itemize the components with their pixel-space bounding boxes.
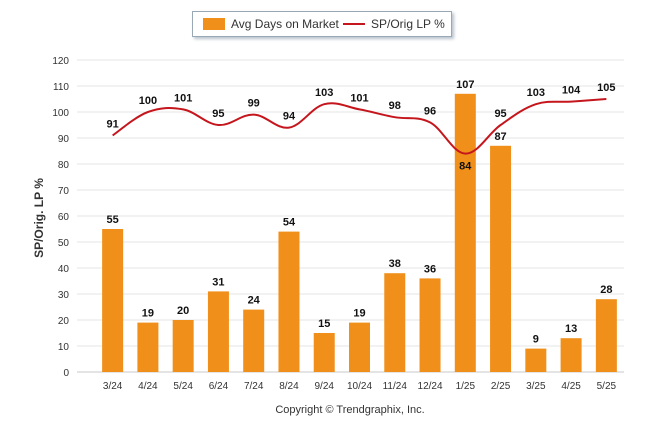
copyright-text: Copyright © Trendgraphix, Inc. <box>275 404 424 416</box>
bar <box>137 322 159 372</box>
bar <box>278 231 300 372</box>
bar <box>454 93 476 373</box>
x-tick-label: 2/25 <box>491 381 511 392</box>
line-value-label: 91 <box>107 118 119 130</box>
x-tick-label: 9/24 <box>314 381 334 392</box>
line-value-label: 100 <box>139 95 157 107</box>
legend-label-bars: Avg Days on Market <box>231 17 339 31</box>
x-tick-label: 5/25 <box>597 381 617 392</box>
bar <box>243 309 265 372</box>
y-tick-label: 0 <box>63 368 69 379</box>
bar-value-label: 20 <box>177 305 189 317</box>
y-tick-label: 100 <box>52 108 69 119</box>
line-value-label: 98 <box>389 100 401 112</box>
legend-label-line: SP/Orig LP % <box>371 17 445 31</box>
line-value-label: 105 <box>597 82 615 94</box>
bar-value-label: 87 <box>494 131 506 143</box>
y-tick-label: 50 <box>58 238 70 249</box>
bar-value-label: 36 <box>424 263 436 275</box>
line-value-label: 96 <box>424 105 436 117</box>
bar <box>560 338 582 372</box>
y-tick-label: 60 <box>58 212 70 223</box>
x-tick-label: 12/24 <box>418 381 443 392</box>
bar <box>172 320 194 372</box>
bar-value-label: 15 <box>318 318 330 330</box>
x-tick-label: 10/24 <box>347 381 372 392</box>
bar-value-label: 19 <box>353 308 365 320</box>
y-tick-label: 10 <box>58 342 70 353</box>
y-tick-label: 110 <box>53 82 69 93</box>
bar-series <box>102 93 617 373</box>
bar-value-label: 38 <box>389 258 401 270</box>
x-tick-label: 3/25 <box>526 381 546 392</box>
line-value-label: 104 <box>562 85 581 97</box>
bar <box>313 333 335 372</box>
legend-swatch-line <box>343 23 365 25</box>
line-value-label: 94 <box>283 111 296 123</box>
y-tick-label: 40 <box>58 264 70 275</box>
x-tick-label: 7/24 <box>244 381 264 392</box>
x-tick-label: 3/24 <box>103 381 123 392</box>
line-value-label: 95 <box>212 108 224 120</box>
y-tick-label: 70 <box>58 186 70 197</box>
chart-legend: Avg Days on Market SP/Orig LP % <box>192 11 452 37</box>
y-tick-label: 120 <box>52 56 69 67</box>
legend-swatch-bars <box>203 18 225 30</box>
bar-value-label: 107 <box>456 79 474 91</box>
line-value-label: 99 <box>248 98 260 110</box>
y-tick-label: 30 <box>58 290 70 301</box>
x-tick-label: 4/25 <box>561 381 581 392</box>
y-axis-label: SP/Orig. LP % <box>32 178 46 258</box>
bar-value-label: 24 <box>248 295 261 307</box>
bar-value-label: 28 <box>600 284 612 296</box>
series-line <box>112 98 607 155</box>
bar <box>419 278 441 372</box>
bar <box>384 273 406 372</box>
x-tick-label: 6/24 <box>209 381 229 392</box>
line-value-label: 101 <box>350 92 368 104</box>
bar-value-label: 13 <box>565 323 577 335</box>
bar <box>102 229 124 372</box>
bar <box>349 322 370 372</box>
line-value-label: 103 <box>315 87 333 99</box>
line-value-label: 103 <box>527 87 545 99</box>
x-tick-label: 8/24 <box>279 381 299 392</box>
bar <box>525 348 547 372</box>
line-value-label: 84 <box>459 161 472 173</box>
y-axis-ticks: 0 10 20 30 40 50 60 70 80 90 100 110 120 <box>52 56 69 379</box>
bar <box>595 299 617 372</box>
line-data-labels: 91 100 101 95 99 94 103 101 98 96 84 95 103 104 105 <box>107 82 616 173</box>
line-value-label: 95 <box>494 108 506 120</box>
bar-data-labels: 55 19 20 31 24 54 15 19 38 36 107 87 9 13 28 <box>107 79 613 346</box>
bar-value-label: 9 <box>533 334 539 346</box>
y-tick-label: 20 <box>58 316 70 327</box>
bar-value-label: 31 <box>212 276 224 288</box>
x-tick-label: 5/24 <box>173 381 193 392</box>
bar <box>490 145 512 372</box>
y-tick-label: 90 <box>58 134 70 145</box>
line-value-label: 101 <box>174 92 192 104</box>
x-tick-label: 1/25 <box>456 381 476 392</box>
x-tick-label: 11/24 <box>383 381 408 392</box>
y-tick-label: 80 <box>58 160 70 171</box>
line-series <box>112 98 607 155</box>
bar-value-label: 55 <box>107 214 119 226</box>
x-axis-ticks: 3/24 4/24 5/24 6/24 7/24 8/24 9/24 10/24 11/24 12… <box>103 381 617 392</box>
bar-value-label: 54 <box>283 217 296 229</box>
x-tick-label: 4/24 <box>138 381 158 392</box>
bar-value-label: 19 <box>142 308 154 320</box>
bar <box>207 291 229 372</box>
